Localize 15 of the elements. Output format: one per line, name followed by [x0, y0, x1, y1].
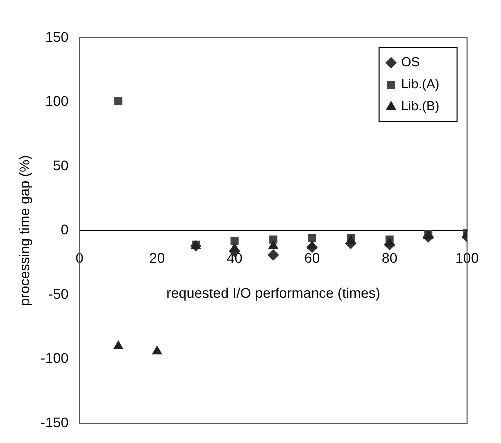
y-axis-title: processing time gap (%) [16, 155, 32, 306]
legend-label: Lib.(A) [401, 76, 440, 92]
y-tick-label: 0 [61, 222, 70, 238]
x-tick-label: 60 [304, 250, 320, 266]
y-tick-label: 100 [45, 93, 70, 110]
y-tick-label: 150 [45, 28, 70, 45]
y-tick-label: -50 [48, 286, 70, 302]
y-tick-label: -150 [40, 414, 70, 430]
y-tick-label: 50 [53, 157, 70, 174]
legend-label: OS [401, 54, 420, 70]
x-tick-label: 20 [150, 250, 166, 266]
y-tick-label: -100 [40, 350, 70, 366]
x-tick-label: 80 [382, 250, 398, 266]
legend-label: Lib.(B) [401, 98, 440, 114]
x-axis-title: requested I/O performance (times) [166, 284, 381, 301]
